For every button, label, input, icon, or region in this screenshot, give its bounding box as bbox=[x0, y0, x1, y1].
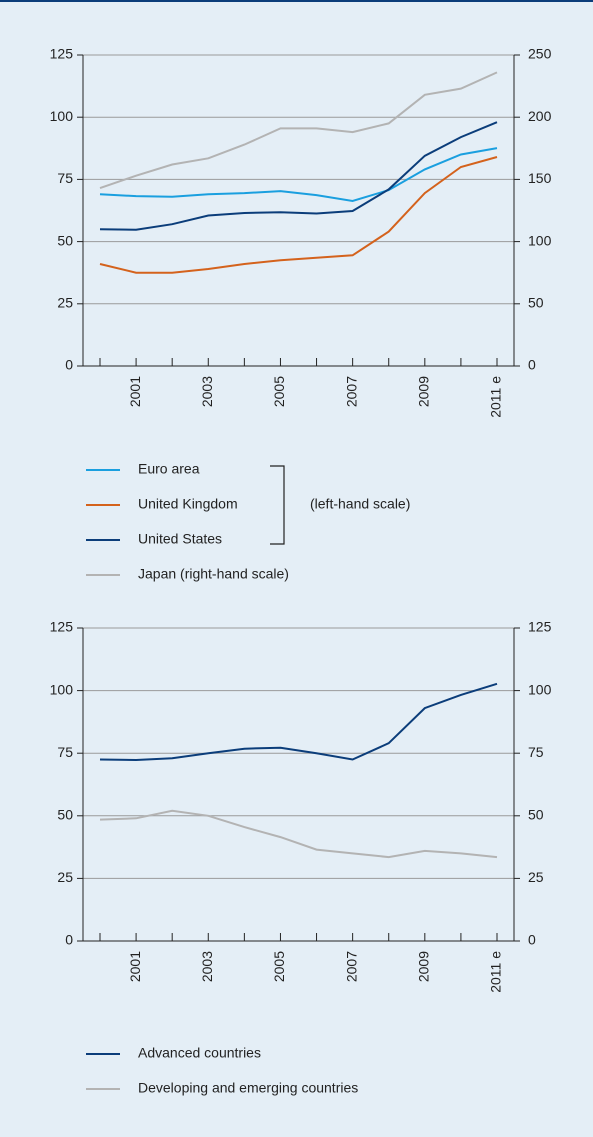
legend-label: Advanced countries bbox=[138, 1045, 261, 1061]
series-line bbox=[99, 809, 498, 859]
x-tick-label: 2009 bbox=[416, 951, 432, 982]
y2-tick-label: 0 bbox=[528, 357, 536, 373]
y-tick-label: 100 bbox=[50, 681, 74, 697]
y-tick-label: 25 bbox=[57, 869, 73, 885]
legend-label: Japan (right-hand scale) bbox=[138, 566, 289, 582]
y2-tick-label: 100 bbox=[528, 232, 552, 248]
annotation: (left-hand scale) bbox=[310, 496, 410, 512]
x-tick-label: 2001 bbox=[127, 951, 143, 982]
y2-tick-label: 150 bbox=[528, 170, 552, 186]
x-tick-label: 2005 bbox=[271, 951, 287, 982]
x-tick-label: 2009 bbox=[416, 376, 432, 407]
y2-tick-label: 200 bbox=[528, 108, 552, 124]
y-tick-label: 50 bbox=[57, 807, 73, 823]
series-line bbox=[99, 147, 498, 203]
legend-label: Euro area bbox=[138, 461, 200, 477]
top-rule bbox=[0, 0, 593, 2]
y-tick-label: 25 bbox=[57, 295, 73, 311]
x-tick-label: 2007 bbox=[343, 376, 359, 407]
legend-label: Developing and emerging countries bbox=[138, 1080, 358, 1096]
y-tick-label: 125 bbox=[50, 46, 74, 62]
y-tick-label: 75 bbox=[57, 744, 73, 760]
x-tick-label: 2003 bbox=[199, 376, 215, 407]
series-line bbox=[99, 156, 498, 274]
y2-tick-label: 25 bbox=[528, 869, 544, 885]
y-tick-label: 75 bbox=[57, 170, 73, 186]
y2-tick-label: 0 bbox=[528, 932, 536, 948]
series-line bbox=[99, 682, 498, 762]
x-tick-label: 2003 bbox=[199, 951, 215, 982]
y-tick-label: 0 bbox=[65, 357, 73, 373]
y-tick-label: 0 bbox=[65, 932, 73, 948]
legend-label: United States bbox=[138, 531, 222, 547]
y2-tick-label: 125 bbox=[528, 619, 552, 635]
x-tick-label: 2001 bbox=[127, 376, 143, 407]
x-tick-label: 2007 bbox=[343, 951, 359, 982]
y-tick-label: 50 bbox=[57, 232, 73, 248]
y2-tick-label: 50 bbox=[528, 807, 544, 823]
series-line bbox=[99, 71, 498, 190]
y2-tick-label: 50 bbox=[528, 295, 544, 311]
y2-tick-label: 75 bbox=[528, 744, 544, 760]
x-tick-label: 2011 e bbox=[488, 951, 504, 993]
x-tick-label: 2011 e bbox=[488, 376, 504, 418]
y-tick-label: 100 bbox=[50, 108, 74, 124]
x-tick-label: 2005 bbox=[271, 376, 287, 407]
y2-tick-label: 100 bbox=[528, 681, 552, 697]
series-line bbox=[99, 121, 498, 231]
y-tick-label: 125 bbox=[50, 619, 74, 635]
legend-label: United Kingdom bbox=[138, 496, 238, 512]
y2-tick-label: 250 bbox=[528, 46, 552, 62]
legend-bracket bbox=[270, 465, 285, 545]
